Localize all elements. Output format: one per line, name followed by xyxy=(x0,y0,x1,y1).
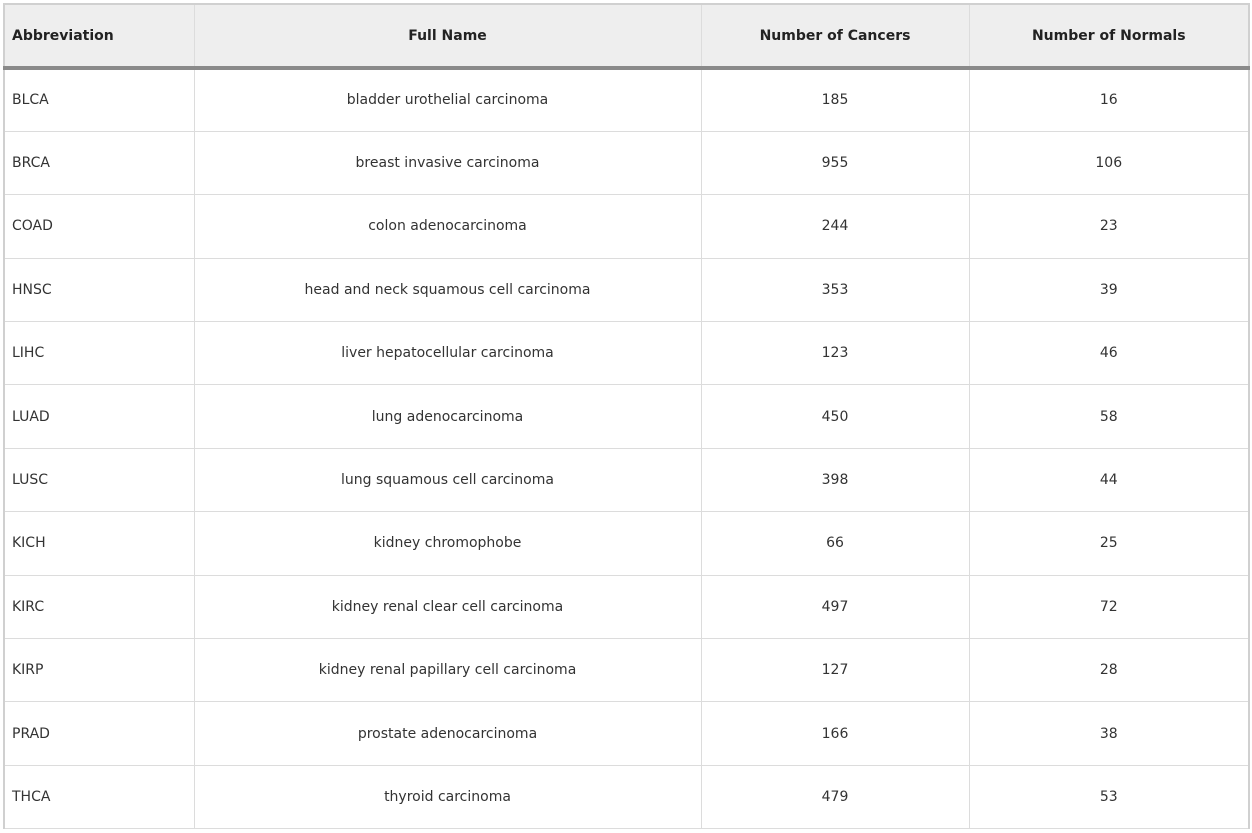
cell-number-of-normals: 44 xyxy=(968,447,1250,513)
cell-abbreviation: BLCA xyxy=(3,67,195,132)
cell-number-of-cancers: 123 xyxy=(700,321,970,386)
cell-number-of-normals: 39 xyxy=(968,257,1250,323)
cell-number-of-normals: 53 xyxy=(968,764,1250,830)
table-row: KIRP kidney renal papillary cell carcino… xyxy=(3,638,1250,703)
cell-number-of-cancers: 497 xyxy=(700,574,970,640)
cell-full-name: thyroid carcinoma xyxy=(193,764,702,830)
cell-full-name: bladder urothelial carcinoma xyxy=(193,67,702,132)
table-body: BLCA bladder urothelial carcinoma 185 16… xyxy=(3,67,1250,830)
table-row: THCA thyroid carcinoma 479 53 xyxy=(3,764,1250,830)
table-row: BLCA bladder urothelial carcinoma 185 16 xyxy=(3,67,1250,132)
cell-full-name: lung squamous cell carcinoma xyxy=(193,447,702,513)
cell-full-name: lung adenocarcinoma xyxy=(193,384,702,449)
cell-abbreviation: KIRC xyxy=(3,574,195,640)
table-row: KIRC kidney renal clear cell carcinoma 4… xyxy=(3,574,1250,640)
cell-full-name: breast invasive carcinoma xyxy=(193,130,702,196)
cell-number-of-normals: 28 xyxy=(968,638,1250,703)
cell-number-of-cancers: 955 xyxy=(700,130,970,196)
cell-number-of-cancers: 398 xyxy=(700,447,970,513)
table-header: Abbreviation Full Name Number of Cancers… xyxy=(3,3,1250,70)
cell-number-of-normals: 38 xyxy=(968,701,1250,766)
table-row: LUAD lung adenocarcinoma 450 58 xyxy=(3,384,1250,449)
cell-full-name: kidney chromophobe xyxy=(193,511,702,576)
column-header-abbreviation[interactable]: Abbreviation xyxy=(3,3,195,70)
table-row: KICH kidney chromophobe 66 25 xyxy=(3,511,1250,576)
cancer-types-table-container: Abbreviation Full Name Number of Cancers… xyxy=(3,3,1250,833)
cell-number-of-normals: 58 xyxy=(968,384,1250,449)
cell-abbreviation: LIHC xyxy=(3,321,195,386)
cell-full-name: liver hepatocellular carcinoma xyxy=(193,321,702,386)
cell-number-of-normals: 106 xyxy=(968,130,1250,196)
table-row: BRCA breast invasive carcinoma 955 106 xyxy=(3,130,1250,196)
cell-abbreviation: KICH xyxy=(3,511,195,576)
cell-full-name: colon adenocarcinoma xyxy=(193,194,702,259)
cell-number-of-normals: 16 xyxy=(968,67,1250,132)
cell-full-name: prostate adenocarcinoma xyxy=(193,701,702,766)
cell-number-of-cancers: 127 xyxy=(700,638,970,703)
cell-abbreviation: COAD xyxy=(3,194,195,259)
cell-abbreviation: LUAD xyxy=(3,384,195,449)
cell-abbreviation: THCA xyxy=(3,764,195,830)
cell-number-of-cancers: 479 xyxy=(700,764,970,830)
cell-number-of-cancers: 353 xyxy=(700,257,970,323)
cell-number-of-cancers: 185 xyxy=(700,67,970,132)
header-row: Abbreviation Full Name Number of Cancers… xyxy=(3,3,1250,70)
cell-full-name: kidney renal papillary cell carcinoma xyxy=(193,638,702,703)
table-row: PRAD prostate adenocarcinoma 166 38 xyxy=(3,701,1250,766)
cell-number-of-cancers: 244 xyxy=(700,194,970,259)
column-header-number-of-normals[interactable]: Number of Normals xyxy=(968,3,1250,70)
cell-number-of-normals: 72 xyxy=(968,574,1250,640)
cell-number-of-normals: 46 xyxy=(968,321,1250,386)
cell-abbreviation: KIRP xyxy=(3,638,195,703)
cell-full-name: head and neck squamous cell carcinoma xyxy=(193,257,702,323)
cell-abbreviation: HNSC xyxy=(3,257,195,323)
cell-number-of-normals: 25 xyxy=(968,511,1250,576)
table-row: HNSC head and neck squamous cell carcino… xyxy=(3,257,1250,323)
cell-abbreviation: PRAD xyxy=(3,701,195,766)
column-header-number-of-cancers[interactable]: Number of Cancers xyxy=(700,3,970,70)
cell-abbreviation: BRCA xyxy=(3,130,195,196)
cell-number-of-cancers: 450 xyxy=(700,384,970,449)
cancer-types-table: Abbreviation Full Name Number of Cancers… xyxy=(3,3,1250,830)
table-row: COAD colon adenocarcinoma 244 23 xyxy=(3,194,1250,259)
cell-number-of-normals: 23 xyxy=(968,194,1250,259)
cell-full-name: kidney renal clear cell carcinoma xyxy=(193,574,702,640)
table-row: LUSC lung squamous cell carcinoma 398 44 xyxy=(3,447,1250,513)
table-row: LIHC liver hepatocellular carcinoma 123 … xyxy=(3,321,1250,386)
cell-abbreviation: LUSC xyxy=(3,447,195,513)
column-header-full-name[interactable]: Full Name xyxy=(193,3,702,70)
cell-number-of-cancers: 66 xyxy=(700,511,970,576)
cell-number-of-cancers: 166 xyxy=(700,701,970,766)
